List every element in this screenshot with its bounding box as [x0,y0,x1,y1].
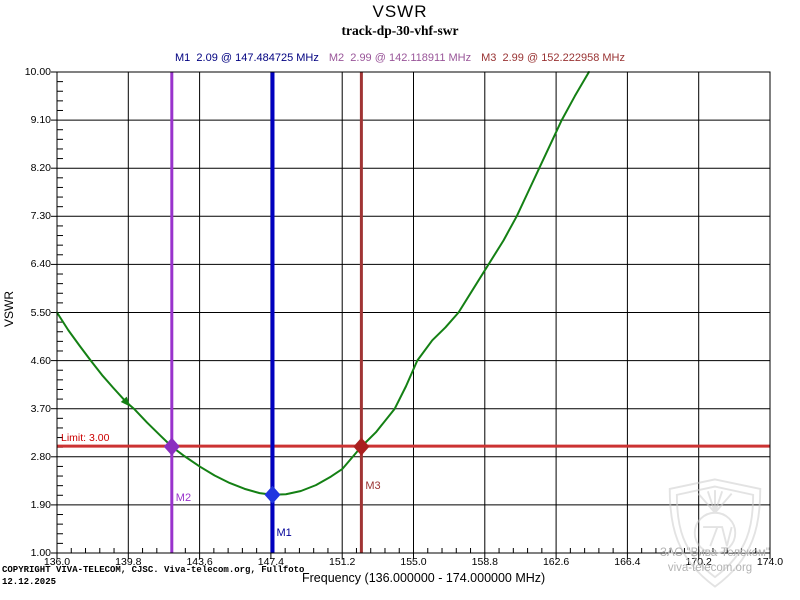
x-tick-label: 136.0 [43,556,71,568]
x-axis-title: Frequency (136.000000 - 174.000000 MHz) [302,571,546,585]
x-tick-label: 158.8 [471,556,498,568]
y-tick-label: 4.60 [30,354,51,367]
vswr-trace [56,71,590,496]
x-tick-label: 147.4 [257,556,285,568]
limit-label: Limit: 3.00 [61,432,110,445]
y-tick-label: 1.00 [30,547,51,559]
y-tick-label: 1.90 [30,498,51,511]
marker-readout-M1: M1 2.09 @ 147.484725 MHz [175,52,319,64]
marker-label-M1: M1 [276,526,292,539]
x-tick-label: 174.0 [756,556,784,568]
x-tick-label: 139.8 [115,556,142,568]
page-title: VSWR [372,2,428,21]
marker-diamond-M3 [353,437,370,456]
x-tick-label: 166.4 [614,556,641,568]
watermark-url-text: viva-telecom.org [667,562,753,574]
y-tick-label: 3.70 [30,402,51,415]
y-tick-label: 8.20 [30,162,51,175]
copyright-date: 12.12.2025 [2,577,57,587]
y-tick-label: 5.50 [30,306,51,319]
marker-label-M2: M2 [175,491,192,504]
marker-readout-M3: M3 2.99 @ 152.222958 MHz [481,52,625,64]
x-tick-label: 143.6 [186,556,213,568]
y-tick-label: 10.00 [24,66,51,78]
x-tick-label: 151.2 [329,556,356,568]
y-axis-title: VSWR [2,291,16,327]
y-tick-label: 6.40 [30,258,51,271]
x-tick-label: 155.0 [400,556,427,568]
marker-readout-row: M1 2.09 @ 147.484725 MHz M2 2.99 @ 142.11… [0,52,800,64]
marker-diamond-M2 [163,437,180,456]
y-tick-label: 7.30 [30,210,51,223]
watermark-company-text: ЗАО "Вива-Телеком" [660,547,770,559]
plot-border [56,71,771,554]
marker-diamond-M1 [264,485,281,504]
trace-direction-arrow [120,396,131,407]
marker-readout-M2: M2 2.99 @ 142.118911 MHz [328,52,472,64]
y-tick-label: 9.10 [30,114,51,127]
x-tick-label: 162.6 [542,556,570,568]
y-tick-label: 2.80 [30,450,51,463]
chart-subtitle: track-dp-30-vhf-swr [341,23,459,38]
copyright-text: COPYRIGHT VIVA-TELECOM, CJSC. Viva-telec… [2,565,305,575]
marker-label-M3: M3 [365,479,381,492]
